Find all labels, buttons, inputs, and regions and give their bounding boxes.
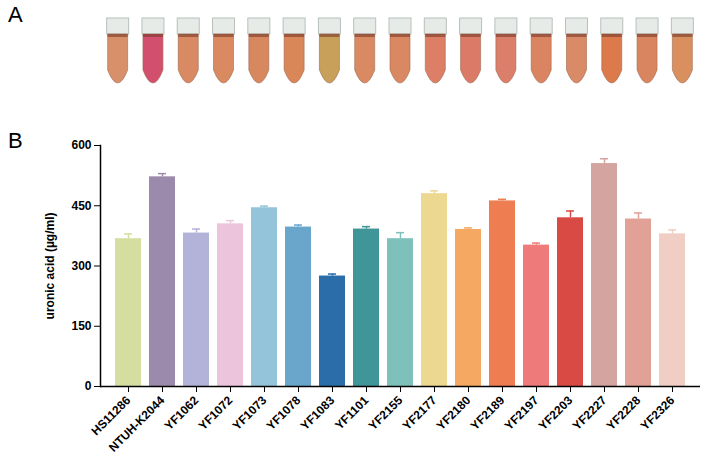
svg-text:600: 600: [71, 138, 91, 152]
html-text:A: A: [8, 2, 23, 27]
svg-text:YF2180: YF2180: [434, 393, 474, 433]
svg-text:0: 0: [85, 379, 92, 393]
svg-text:HS11286: HS11286: [88, 393, 134, 439]
svg-text:YF2227: YF2227: [570, 393, 610, 433]
svg-text:YF1078: YF1078: [264, 393, 304, 433]
svg-text:YF2228: YF2228: [604, 393, 644, 433]
svg-text:YF1073: YF1073: [230, 393, 270, 433]
svg-text:uronic acid (µg/ml): uronic acid (µg/ml): [43, 213, 57, 320]
svg-text:YF1101: YF1101: [332, 393, 371, 432]
svg-text:YF2177: YF2177: [400, 393, 440, 433]
svg-text:150: 150: [71, 319, 91, 333]
svg-text:300: 300: [71, 259, 91, 273]
svg-text:YF2189: YF2189: [468, 393, 508, 433]
svg-text:YF2197: YF2197: [502, 393, 542, 433]
svg-text:450: 450: [71, 199, 91, 213]
svg-text:YF2203: YF2203: [536, 393, 576, 433]
svg-text:NTUH-K2044: NTUH-K2044: [106, 393, 168, 455]
svg-text:YF1062: YF1062: [162, 393, 202, 433]
html-text:B: B: [8, 128, 23, 153]
svg-text:YF2326: YF2326: [638, 393, 678, 433]
svg-text:YF1083: YF1083: [298, 393, 338, 433]
svg-text:YF1072: YF1072: [196, 393, 236, 433]
svg-text:YF2155: YF2155: [366, 393, 406, 433]
